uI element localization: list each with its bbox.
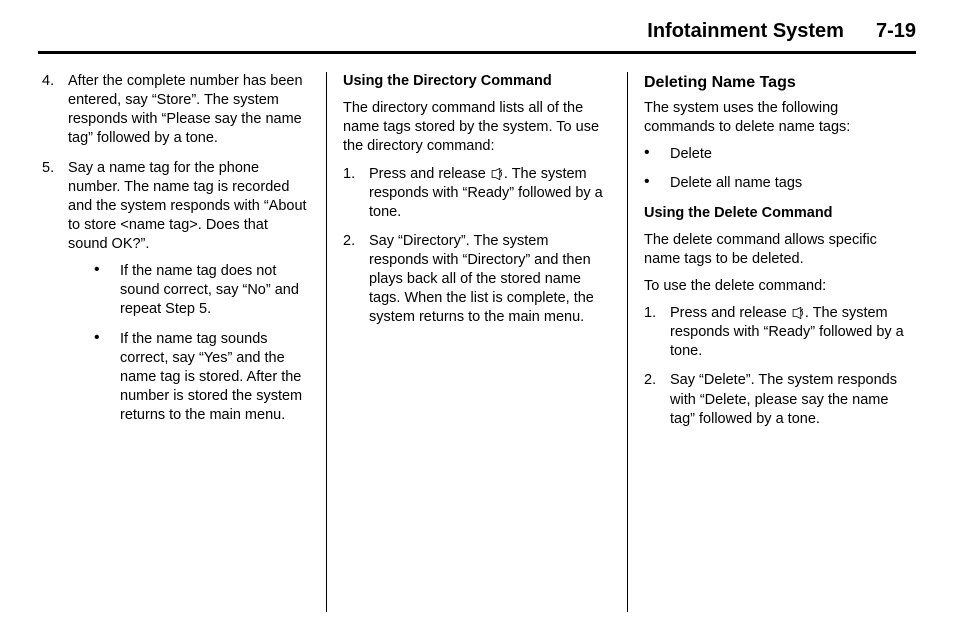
step-number: 1.: [343, 165, 369, 222]
delete-sub-heading: Using the Delete Command: [644, 204, 912, 223]
list-item: 5. Say a name tag for the phone number. …: [42, 159, 310, 436]
store-steps-list: 4. After the complete number has been en…: [42, 72, 310, 435]
deleting-intro: The system uses the following commands t…: [644, 99, 912, 137]
step-text: Press and release . The system responds …: [369, 165, 611, 222]
directory-intro: The directory command lists all of the n…: [343, 99, 611, 156]
list-item: • Delete all name tags: [644, 174, 912, 193]
step-number: 4.: [42, 72, 68, 149]
delete-sub-intro2: To use the delete command:: [644, 277, 912, 296]
voice-icon: [490, 168, 504, 180]
delete-steps-list: 1. Press and release . The system respon…: [644, 304, 912, 429]
step-number: 2.: [343, 232, 369, 328]
bullet-icon: •: [644, 145, 670, 164]
step-text: Press and release . The system responds …: [670, 304, 912, 361]
bullet-text: If the name tag sounds correct, say “Yes…: [120, 330, 310, 426]
bullet-icon: •: [644, 174, 670, 193]
step5-sub-bullets: • If the name tag does not sound correct…: [94, 262, 310, 425]
list-item: 1. Press and release . The system respon…: [343, 165, 611, 222]
list-item: 2. Say “Delete”. The system responds wit…: [644, 371, 912, 428]
list-item: 2. Say “Directory”. The system responds …: [343, 232, 611, 328]
header-title: Infotainment System: [647, 20, 844, 43]
step-number: 1.: [644, 304, 670, 361]
bullet-text: Delete all name tags: [670, 174, 912, 193]
step-text: Say “Directory”. The system responds wit…: [369, 232, 611, 328]
list-item: • Delete: [644, 145, 912, 164]
column-1: 4. After the complete number has been en…: [38, 72, 326, 612]
voice-icon: [791, 307, 805, 319]
list-item: • If the name tag does not sound correct…: [94, 262, 310, 319]
column-2: Using the Directory Command The director…: [326, 72, 627, 612]
step-number: 2.: [644, 371, 670, 428]
header-rule: [38, 51, 916, 54]
step-text-pre: Press and release: [670, 305, 791, 321]
bullet-icon: •: [94, 262, 120, 319]
step-text-wrapper: Say a name tag for the phone number. The…: [68, 159, 310, 436]
step-text-pre: Press and release: [369, 166, 490, 182]
page: Infotainment System 7-19 4. After the co…: [0, 0, 954, 638]
page-header: Infotainment System 7-19: [38, 20, 916, 49]
bullet-text: If the name tag does not sound correct, …: [120, 262, 310, 319]
step-number: 5.: [42, 159, 68, 436]
step-text: Say “Delete”. The system responds with “…: [670, 371, 912, 428]
bullet-text: Delete: [670, 145, 912, 164]
step-text: After the complete number has been enter…: [68, 72, 310, 149]
content-columns: 4. After the complete number has been en…: [38, 72, 916, 612]
directory-steps-list: 1. Press and release . The system respon…: [343, 165, 611, 328]
deleting-heading: Deleting Name Tags: [644, 72, 912, 93]
header-page-number: 7-19: [876, 20, 916, 43]
column-3: Deleting Name Tags The system uses the f…: [627, 72, 916, 612]
directory-heading: Using the Directory Command: [343, 72, 611, 91]
list-item: 1. Press and release . The system respon…: [644, 304, 912, 361]
delete-sub-intro1: The delete command allows specific name …: [644, 231, 912, 269]
step-text: Say a name tag for the phone number. The…: [68, 160, 307, 253]
delete-commands-list: • Delete • Delete all name tags: [644, 145, 912, 193]
bullet-icon: •: [94, 330, 120, 426]
list-item: 4. After the complete number has been en…: [42, 72, 310, 149]
list-item: • If the name tag sounds correct, say “Y…: [94, 330, 310, 426]
